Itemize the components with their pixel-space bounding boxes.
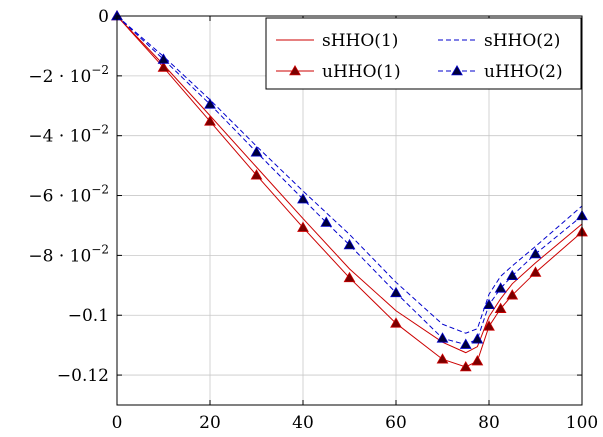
x-tick-label: 100 (566, 413, 598, 433)
x-tick-label: 60 (385, 413, 407, 433)
legend-label-uHHO(2): uHHO(2) (484, 62, 563, 82)
series-marker-uHHO(2) (251, 147, 261, 156)
series-marker-uHHO(1) (461, 362, 471, 371)
y-tick-label: 0 (98, 7, 109, 27)
y-tick-label: −4 · 10−2 (28, 123, 109, 147)
series-marker-uHHO(1) (530, 267, 540, 276)
series-marker-uHHO(2) (507, 271, 517, 280)
legend-label-uHHO(1): uHHO(1) (322, 62, 401, 82)
x-tick-label: 80 (478, 413, 500, 433)
y-tick-label: −0.1 (68, 306, 109, 326)
y-tick-label: −8 · 10−2 (28, 242, 109, 266)
x-tick-label: 0 (112, 413, 123, 433)
y-tick-label: −0.12 (57, 366, 109, 386)
x-tick-label: 40 (292, 413, 314, 433)
x-tick-label: 20 (199, 413, 221, 433)
series-marker-uHHO(1) (437, 354, 447, 363)
series-marker-uHHO(2) (461, 339, 471, 348)
series-marker-uHHO(1) (472, 356, 482, 365)
legend: sHHO(1) sHHO(2) uHHO(1) uHHO(2) (266, 18, 581, 89)
legend-label-sHHO(1): sHHO(1) (322, 31, 398, 51)
legend-label-sHHO(2): sHHO(2) (484, 31, 560, 51)
y-tick-label: −6 · 10−2 (28, 183, 109, 207)
y-tick-label: −2 · 10−2 (28, 63, 109, 87)
series-marker-uHHO(2) (484, 300, 494, 309)
